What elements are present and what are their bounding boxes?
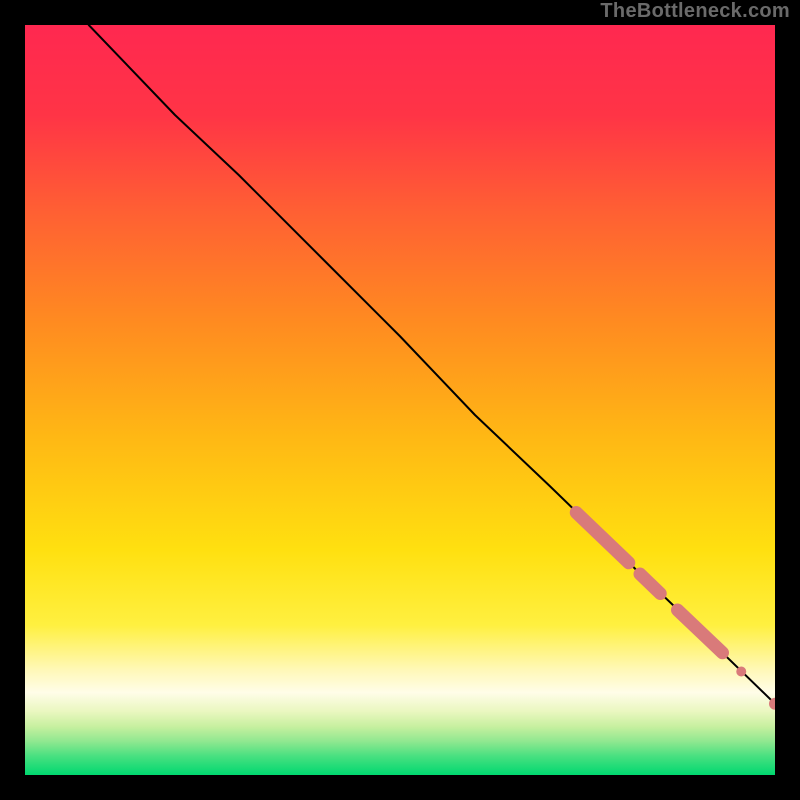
data-marker-dot [736, 667, 746, 677]
gradient-background [25, 25, 775, 775]
plot-area [25, 25, 775, 775]
watermark-text: TheBottleneck.com [600, 0, 790, 23]
chart-container: TheBottleneck.com [0, 0, 800, 800]
plot-svg [25, 25, 775, 775]
